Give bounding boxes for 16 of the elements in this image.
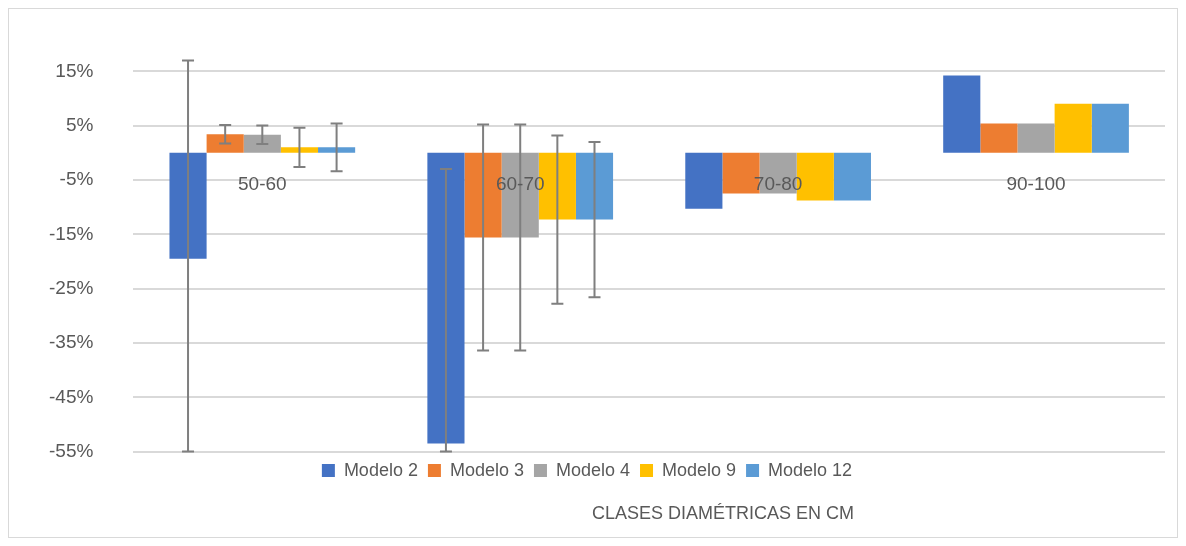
y-tick-label: -25%: [49, 276, 94, 298]
y-tick-label: -55%: [49, 439, 94, 461]
y-tick-label: -15%: [49, 222, 94, 244]
legend-label: Modelo 12: [768, 459, 853, 480]
y-tick-label: -45%: [49, 385, 94, 407]
x-axis-title: CLASES DIAMÉTRICAS EN CM: [590, 503, 855, 524]
y-tick-label: 5%: [65, 113, 94, 135]
y-tick-label: -5%: [59, 168, 94, 190]
y-tick-label: -35%: [49, 331, 94, 353]
x-tick-label: 50-60: [238, 173, 287, 194]
legend-label: Modelo 2: [343, 459, 418, 480]
legend-label: Modelo 9: [662, 459, 737, 480]
legend-label: Modelo 3: [449, 459, 524, 480]
x-tick-label: 90-100: [1006, 173, 1066, 194]
y-tick-label: 15%: [55, 59, 94, 81]
legend-label: Modelo 4: [555, 459, 631, 480]
